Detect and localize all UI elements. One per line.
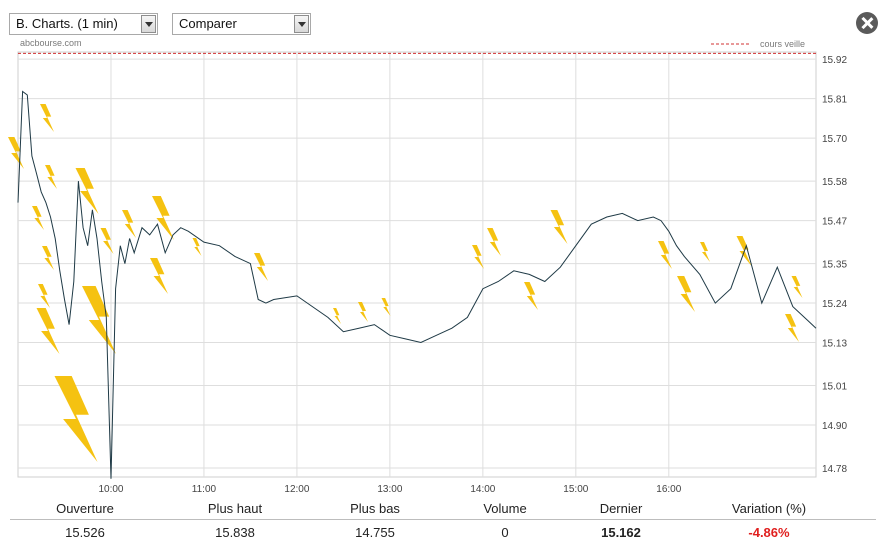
lightning-icon xyxy=(472,245,484,269)
y-tick-label: 15.24 xyxy=(822,299,847,310)
stat-value: -4.86% xyxy=(748,525,790,540)
stat-value: 15.838 xyxy=(215,525,255,540)
period-select-value: B. Charts. (1 min) xyxy=(16,16,118,31)
x-axis-ticks: 10:00 11:00 12:00 13:00 14:00 15:00 16:00 xyxy=(98,484,681,495)
y-tick-label: 15.01 xyxy=(822,382,847,393)
y-tick-label: 15.58 xyxy=(822,177,847,188)
lightning-icon xyxy=(677,276,695,312)
lightning-icon xyxy=(658,241,672,269)
lightning-icon xyxy=(550,210,568,244)
stat-header: Volume xyxy=(483,501,527,516)
x-tick-label: 13:00 xyxy=(377,484,402,495)
stat-value: 14.755 xyxy=(355,525,395,540)
lightning-icon xyxy=(524,282,538,310)
plot-frame xyxy=(17,51,817,478)
lightning-icon xyxy=(785,314,799,342)
lightning-icon xyxy=(8,137,24,169)
lightning-icon xyxy=(254,253,268,281)
stat-header: Ouverture xyxy=(56,501,114,516)
price-chart: 15.92 15.81 15.70 15.58 15.47 15.35 15.24 15.13… xyxy=(8,38,847,495)
lightning-icon xyxy=(42,246,54,270)
lightning-icon xyxy=(487,228,501,256)
y-tick-label: 15.35 xyxy=(822,260,847,271)
grid xyxy=(18,52,816,477)
x-tick-label: 12:00 xyxy=(284,484,309,495)
source-label: abcbourse.com xyxy=(20,38,82,48)
y-tick-label: 15.13 xyxy=(822,339,847,350)
y-tick-label: 15.47 xyxy=(822,217,847,228)
y-tick-label: 15.70 xyxy=(822,134,847,145)
lightning-icon xyxy=(36,308,60,354)
x-tick-label: 16:00 xyxy=(656,484,681,495)
y-tick-label: 14.78 xyxy=(822,464,847,475)
lightning-icon xyxy=(54,376,98,462)
lightning-icon xyxy=(358,302,368,322)
stat-value: 0 xyxy=(501,525,509,540)
lightning-icon xyxy=(381,298,391,316)
legend-ref-label: cours veille xyxy=(760,39,805,49)
compare-select[interactable]: Comparer xyxy=(172,13,311,35)
x-tick-label: 11:00 xyxy=(192,484,217,495)
y-axis-ticks: 15.92 15.81 15.70 15.58 15.47 15.35 15.24 15.13… xyxy=(822,55,847,475)
stat-header: Plus bas xyxy=(350,501,400,516)
stat-header: Dernier xyxy=(599,501,643,516)
lightning-icon xyxy=(700,242,710,262)
period-select[interactable]: B. Charts. (1 min) xyxy=(9,13,158,35)
chevron-down-icon[interactable] xyxy=(294,15,309,33)
stats-divider xyxy=(10,519,876,520)
stat-value: 15.162 xyxy=(601,525,641,540)
x-tick-label: 10:00 xyxy=(98,484,123,495)
stat-header: Variation (%) xyxy=(731,501,807,516)
lightning-icon xyxy=(38,284,50,308)
lightning-markers xyxy=(8,104,803,462)
price-series xyxy=(17,90,817,479)
lightning-icon xyxy=(45,165,57,189)
lightning-icon xyxy=(152,196,174,240)
lightning-icon xyxy=(122,210,136,238)
lightning-icon xyxy=(333,308,341,324)
stat-value: 15.526 xyxy=(65,525,105,540)
y-tick-label: 15.92 xyxy=(822,55,847,66)
y-tick-label: 15.81 xyxy=(822,95,847,106)
stat-header: Plus haut xyxy=(207,501,263,516)
price-line xyxy=(17,90,817,479)
close-icon[interactable] xyxy=(856,12,878,34)
lightning-icon xyxy=(32,206,44,230)
x-tick-label: 15:00 xyxy=(563,484,588,495)
lightning-icon xyxy=(40,104,54,132)
x-tick-label: 14:00 xyxy=(470,484,495,495)
y-tick-label: 14.90 xyxy=(822,421,847,432)
compare-select-value: Comparer xyxy=(179,16,237,31)
lightning-icon xyxy=(192,238,202,256)
lightning-icon xyxy=(100,228,114,254)
lightning-icon xyxy=(791,276,803,298)
chevron-down-icon[interactable] xyxy=(141,15,156,33)
